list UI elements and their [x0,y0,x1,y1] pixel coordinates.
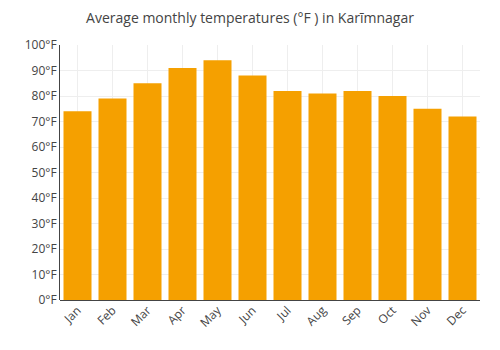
svg-text:70°F: 70°F [32,113,57,130]
svg-text:90°F: 90°F [32,62,57,79]
svg-text:80°F: 80°F [32,87,57,104]
svg-text:Aug: Aug [302,302,330,330]
svg-text:Dec: Dec [443,302,470,329]
svg-text:30°F: 30°F [32,215,57,232]
svg-text:Jul: Jul [272,302,294,324]
svg-text:Sep: Sep [338,302,365,329]
svg-text:Oct: Oct [374,302,400,328]
svg-text:Jan: Jan [60,302,85,327]
svg-text:Apr: Apr [164,302,190,328]
svg-text:100°F: 100°F [25,36,57,53]
svg-text:10°F: 10°F [32,266,57,283]
svg-text:Average monthly temperatures (: Average monthly temperatures (°F ) in Ka… [86,8,414,27]
svg-text:20°F: 20°F [32,240,57,257]
svg-text:Jun: Jun [234,302,259,327]
svg-text:Nov: Nov [407,302,435,330]
svg-text:60°F: 60°F [32,138,57,155]
svg-text:May: May [196,301,225,330]
svg-text:50°F: 50°F [32,164,57,181]
svg-text:40°F: 40°F [32,189,57,206]
svg-text:Mar: Mar [127,302,155,330]
svg-text:Feb: Feb [93,302,119,328]
svg-text:0°F: 0°F [38,291,56,308]
